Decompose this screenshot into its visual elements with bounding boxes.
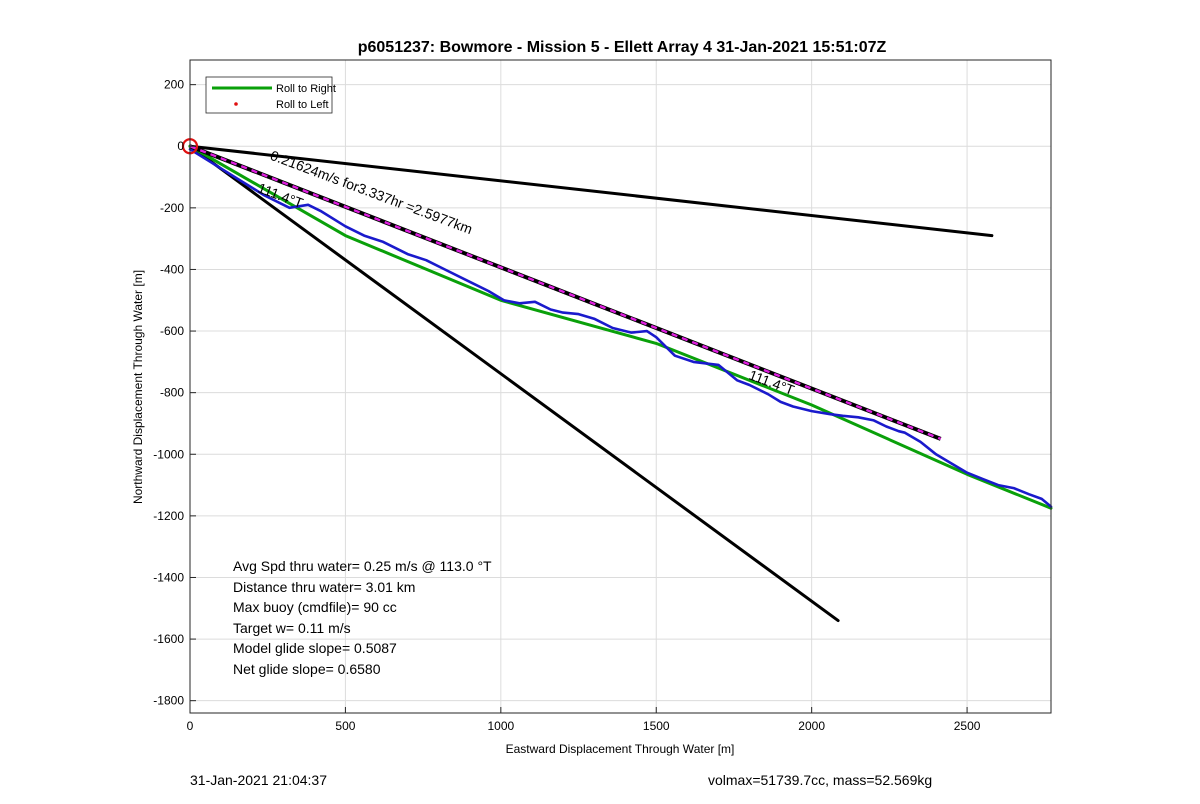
legend: Roll to Right Roll to Left <box>205 76 336 114</box>
plot-frame <box>189 59 1052 714</box>
series-glider-track <box>188 148 1053 508</box>
x-tick-label: 1000 <box>487 719 514 733</box>
y-tick-label: 200 <box>164 78 184 92</box>
y-axis-label: Northward Displacement Through Water [m] <box>131 270 145 504</box>
y-tick-label: -800 <box>160 386 184 400</box>
y-tick-label: -1200 <box>153 509 184 523</box>
x-tick-label: 2000 <box>798 719 825 733</box>
y-tick-label: 0 <box>177 139 184 153</box>
stat-net-glide: Net glide slope= 0.6580 <box>233 661 381 677</box>
x-tick-label: 2500 <box>954 719 981 733</box>
y-tick-label: -1400 <box>153 570 184 584</box>
y-tick-label: -600 <box>160 324 184 338</box>
grid-lines <box>189 60 1051 713</box>
series-average-dashed <box>189 145 942 441</box>
stat-avg-speed: Avg Spd thru water= 0.25 m/s @ 113.0 °T <box>233 558 492 574</box>
stat-max-buoy: Max buoy (cmdfile)= 90 cc <box>233 599 397 615</box>
legend-label-roll-left: Roll to Left <box>276 99 329 111</box>
black-bearing-line-lower <box>188 144 840 623</box>
y-tick-label: -200 <box>160 201 184 215</box>
y-tick-label: -400 <box>160 262 184 276</box>
stat-target-w: Target w= 0.11 m/s <box>233 620 351 636</box>
stat-model-glide: Model glide slope= 0.5087 <box>233 640 397 656</box>
series-layer <box>181 138 1053 623</box>
stats-block: Avg Spd thru water= 0.25 m/s @ 113.0 °T … <box>233 558 492 677</box>
annotation-label: 111.4°T <box>256 180 306 212</box>
legend-label-roll-right: Roll to Right <box>276 83 336 95</box>
tick-labels: 0 500 1000 1500 2000 25002000-200-400-600-800… <box>153 78 980 733</box>
chart-title: p6051237: Bowmore - Mission 5 - Ellett A… <box>358 39 887 56</box>
y-tick-label: -1600 <box>153 632 184 646</box>
series-roll-to-right <box>188 144 1053 510</box>
footer-volmax-mass: volmax=51739.7cc, mass=52.569kg <box>708 772 933 788</box>
black-bearing-line-upper <box>188 144 994 238</box>
y-tick-label: -1800 <box>153 694 184 708</box>
annotation-label: 0.21624m/s for3.337hr =2.5977km <box>268 147 474 237</box>
legend-swatch-roll-left <box>234 102 238 106</box>
x-axis-label: Eastward Displacement Through Water [m] <box>506 742 735 756</box>
stat-distance: Distance thru water= 3.01 km <box>233 579 415 595</box>
footer-timestamp: 31-Jan-2021 21:04:37 <box>190 772 327 788</box>
x-tick-label: 500 <box>335 719 355 733</box>
x-tick-label: 0 <box>187 719 194 733</box>
y-tick-label: -1000 <box>153 447 184 461</box>
x-tick-label: 1500 <box>643 719 670 733</box>
legend-box <box>205 76 333 114</box>
